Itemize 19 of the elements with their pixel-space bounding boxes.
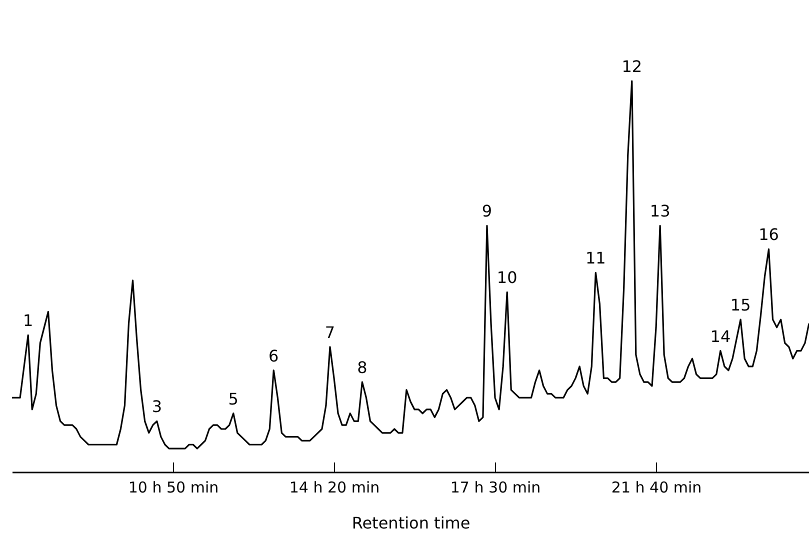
annotation: 14: [710, 326, 731, 346]
annotation: 11: [585, 248, 606, 268]
annotation: 12: [622, 57, 642, 76]
annotation: 5: [228, 389, 238, 408]
x-tick-label: 14 h 20 min: [289, 478, 380, 496]
annotation: 16: [758, 225, 779, 244]
x-tick-label: 21 h 40 min: [611, 478, 702, 496]
annotation: 1: [23, 311, 34, 330]
annotation: 10: [496, 268, 518, 288]
annotation: 7: [324, 322, 336, 342]
x-axis-title: Retention time: [352, 514, 470, 532]
annotation: 13: [650, 202, 670, 221]
annotation: 9: [482, 202, 492, 221]
annotation: 6: [268, 346, 279, 366]
x-tick-label: 17 h 30 min: [450, 478, 541, 496]
annotation: 15: [730, 296, 751, 315]
annotation: 8: [357, 358, 368, 378]
x-tick-label: 10 h 50 min: [128, 478, 219, 496]
annotation: 3: [152, 397, 162, 416]
